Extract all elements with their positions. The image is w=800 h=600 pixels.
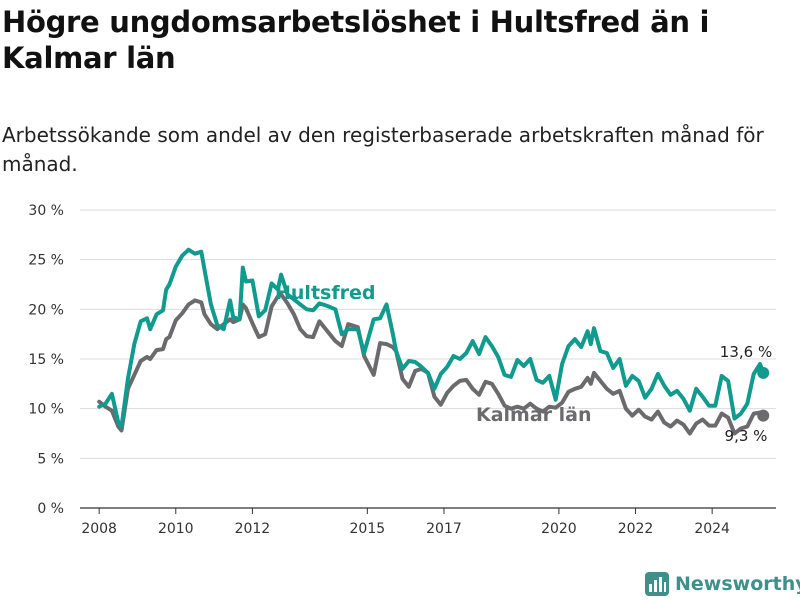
newsworthy-brand[interactable]: Newsworthy [645, 569, 800, 599]
chart-grid [80, 209, 776, 509]
x-tick-label: 2010 [158, 521, 194, 537]
x-tick-label: 2012 [235, 521, 271, 537]
series-line-kalmar-l-n [97, 292, 766, 436]
y-tick-label: 25 % [28, 253, 64, 269]
series-label-kalmar-lan: Kalmar län [476, 404, 592, 426]
series-label-hultsfred: Hultsfred [275, 282, 375, 304]
end-value-label-hultsfred: 13,6 % [720, 343, 772, 361]
series-line-hultsfred [97, 247, 766, 429]
y-axis-tick-labels: 0 % 5 % 10 % 15 % 20 % 25 % 30 % [28, 203, 64, 517]
chart-title: Högre ungdomsarbetslöshet i Hultsfred än… [2, 5, 710, 75]
y-tick-label: 20 % [28, 302, 64, 318]
x-tick-label: 2017 [426, 521, 462, 537]
x-tick-label: 2020 [541, 521, 577, 537]
x-tick-label: 2008 [81, 521, 117, 537]
series-labels: Hultsfred Kalmar län 13,6 % 9,3 % [275, 282, 772, 445]
chart-subtitle: Arbetssökande som andel av den registerb… [2, 123, 764, 176]
x-tick-label: 2024 [694, 521, 730, 537]
series-lines [97, 247, 770, 436]
y-tick-label: 5 % [37, 451, 64, 467]
brand-name: Newsworthy [675, 573, 800, 595]
y-tick-label: 30 % [28, 203, 64, 219]
y-tick-label: 15 % [28, 352, 64, 368]
series-end-point-kalmar-l-n [757, 409, 770, 422]
y-tick-label: 0 % [37, 501, 64, 517]
bar-chart-logo-icon [645, 572, 669, 596]
x-axis: 2008 2010 2012 2015 2017 2020 2022 2024 [81, 508, 730, 537]
series-end-point-hultsfred [757, 366, 770, 379]
y-tick-label: 10 % [28, 402, 64, 418]
x-tick-label: 2015 [350, 521, 386, 537]
x-tick-label: 2022 [618, 521, 654, 537]
end-value-label-kalmar-lan: 9,3 % [725, 427, 768, 445]
